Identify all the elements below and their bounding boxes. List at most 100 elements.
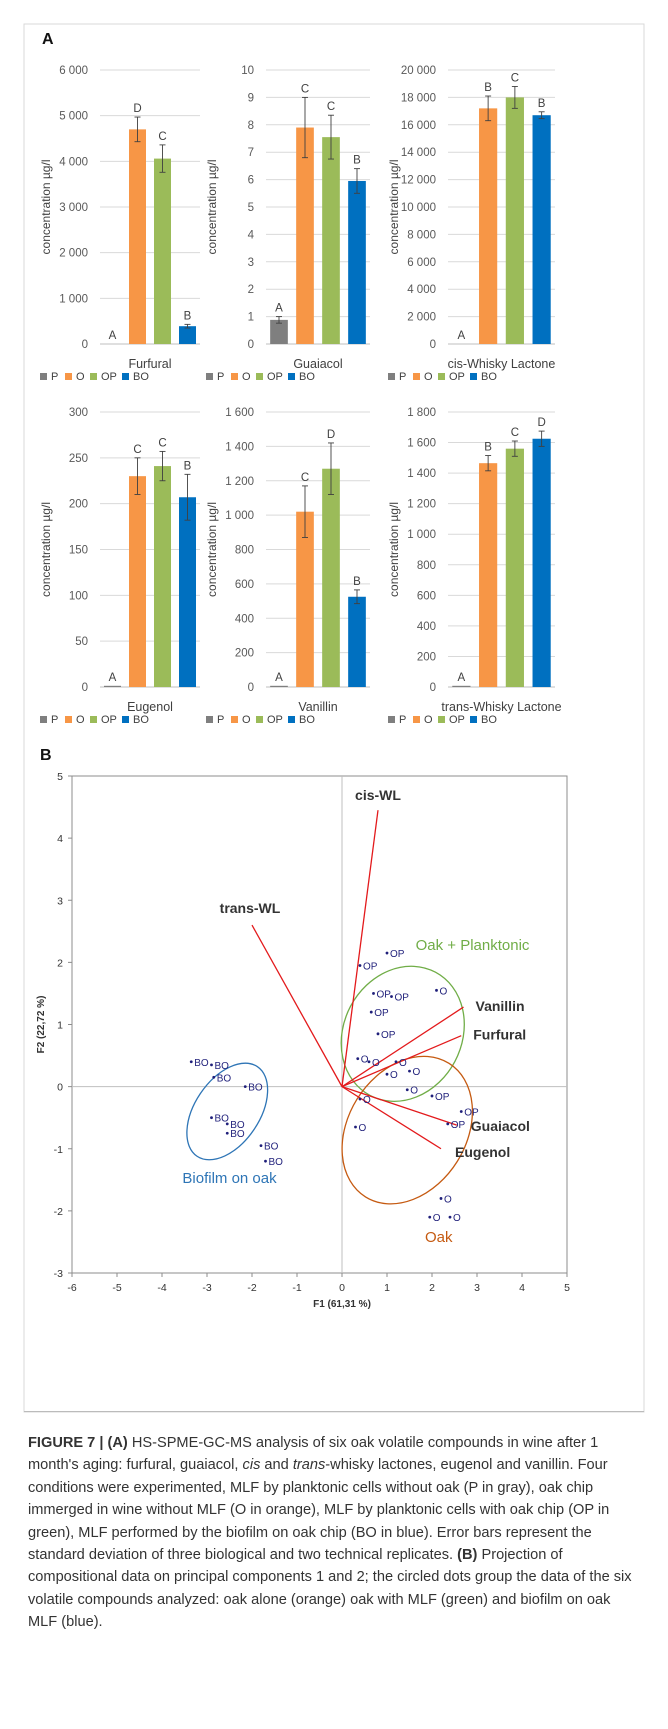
observation-label: O — [372, 1058, 380, 1069]
y-tick-label: -3 — [54, 1268, 63, 1280]
significance-letter: C — [158, 437, 166, 449]
y-tick-label: 1 600 — [225, 407, 254, 419]
bar-chart-4: 0 50 100 150 200 250 300 concentration µg/l A C C B… — [39, 407, 200, 726]
bar-P — [104, 685, 121, 687]
observation-point — [356, 1057, 360, 1061]
observation-point — [459, 1110, 463, 1113]
legend-swatch-BO — [122, 373, 129, 380]
caption-divider — [24, 1411, 644, 1412]
bar-BO — [348, 596, 366, 687]
legend-label-O: O — [242, 714, 251, 726]
figure-caption: FIGURE 7 | (A) HS-SPME-GC-MS analysis of… — [28, 1432, 638, 1634]
legend-swatch-O — [231, 716, 238, 723]
x-tick-label: 3 — [474, 1282, 480, 1294]
bar-BO — [179, 326, 196, 344]
bar-OP — [505, 97, 524, 345]
caption-part-a-italic: cis — [242, 1457, 261, 1474]
y-tick-label: 5 — [57, 771, 63, 783]
bar-chart-2: 0 1 2 3 4 5 6 7 8 9 10 concentration µg/l A C C B Guaiac… — [205, 65, 370, 383]
bar-chart-5: 0 200 400 600 800 1 000 1 200 1 400 1 600 concent… — [205, 407, 370, 726]
legend-swatch-O — [65, 716, 72, 723]
legend-label-BO: BO — [481, 714, 497, 726]
legend-label-P: P — [217, 371, 224, 383]
legend-label-OP: OP — [101, 714, 117, 726]
legend: P O OP BO — [388, 714, 497, 726]
y-axis-label: concentration µg/l — [387, 502, 401, 597]
observation-point — [430, 1094, 434, 1098]
bar-OP — [505, 448, 524, 687]
y-tick-label: 2 000 — [59, 248, 88, 260]
y-tick-label: 2 — [248, 284, 254, 296]
y-tick-label: 5 — [248, 202, 254, 214]
legend: P O OP BO — [206, 371, 315, 383]
observation-point — [394, 1060, 398, 1064]
observation-label: BO — [248, 1083, 263, 1094]
y-tick-label: 1 — [57, 1020, 63, 1032]
legend-swatch-OP — [90, 716, 97, 723]
significance-letter: A — [109, 672, 117, 684]
x-tick-label: -2 — [247, 1282, 256, 1294]
observation-point — [225, 1131, 229, 1135]
significance-letter: C — [133, 444, 141, 456]
y-tick-label: 4 000 — [407, 284, 436, 296]
y-tick-label: 1 400 — [225, 441, 254, 453]
observation-point — [358, 1097, 362, 1101]
legend-label-O: O — [242, 371, 251, 383]
bar-chart-1: 0 1 000 2 000 3 000 4 000 5 000 6 000 concentra… — [39, 65, 200, 383]
observation-label: O — [433, 1213, 441, 1224]
observation-point — [210, 1063, 213, 1067]
bar-O — [479, 463, 498, 687]
y-tick-label: 14 000 — [401, 147, 436, 159]
x-tick-label: -5 — [112, 1282, 121, 1294]
bar-OP — [322, 137, 340, 344]
observation-point — [376, 1032, 380, 1036]
bar-O — [296, 511, 314, 687]
significance-letter: B — [538, 98, 546, 110]
legend-label-BO: BO — [133, 371, 149, 383]
y-tick-label: 18 000 — [401, 92, 436, 104]
y-tick-label: 8 — [248, 120, 254, 132]
legend-label-OP: OP — [101, 371, 117, 383]
observation-point — [385, 1072, 389, 1076]
y-axis-label: F2 (22,72 %) — [36, 996, 47, 1054]
x-axis-label: Eugenol — [127, 700, 173, 714]
legend-swatch-OP — [438, 716, 445, 723]
group-ellipse — [186, 1062, 269, 1161]
x-axis-label: cis-Whisky Lactone — [448, 357, 556, 371]
observation-label: OP — [381, 1030, 396, 1041]
observation-label: O — [399, 1058, 407, 1069]
observation-point — [358, 964, 362, 967]
significance-letter: A — [458, 672, 466, 684]
legend-swatch-OP — [438, 373, 445, 380]
loading-label: Guaiacol — [471, 1118, 530, 1134]
observation-point — [372, 992, 375, 995]
observation-point — [448, 1215, 452, 1219]
x-tick-label: 1 — [384, 1282, 390, 1294]
caption-figure-label: FIGURE 7 | — [28, 1435, 104, 1451]
y-tick-label: 600 — [417, 590, 436, 602]
y-tick-label: 200 — [235, 648, 254, 660]
y-tick-label: 10 — [241, 65, 254, 77]
legend-swatch-P — [40, 716, 47, 723]
y-tick-label: 3 — [248, 257, 254, 269]
legend-label-P: P — [399, 714, 406, 726]
bar-chart-3: 0 2 000 4 000 6 000 8 000 10 000 12 000 14 000 1… — [387, 65, 555, 383]
y-tick-label: 12 000 — [401, 175, 436, 187]
x-axis-label: Vanillin — [298, 700, 337, 714]
y-tick-label: 16 000 — [401, 120, 436, 132]
caption-part-a-text-1: HS-SPME-GC-MS analysis of six oak volati… — [28, 1435, 599, 1474]
x-tick-label: 5 — [564, 1282, 570, 1294]
observation-point — [408, 1069, 411, 1073]
significance-letter: C — [158, 131, 166, 143]
observation-label: BO — [217, 1073, 232, 1084]
observation-label: BO — [215, 1061, 230, 1072]
bar-BO — [532, 438, 551, 687]
y-tick-label: 1 200 — [225, 476, 254, 488]
caption-part-a-text-2: and — [260, 1457, 293, 1474]
legend-label-O: O — [424, 714, 433, 726]
legend-label-BO: BO — [133, 714, 149, 726]
caption-part-a-label: (A) — [107, 1435, 128, 1451]
significance-letter: B — [184, 310, 192, 322]
significance-letter: C — [511, 72, 519, 84]
y-tick-label: 1 400 — [407, 468, 436, 480]
